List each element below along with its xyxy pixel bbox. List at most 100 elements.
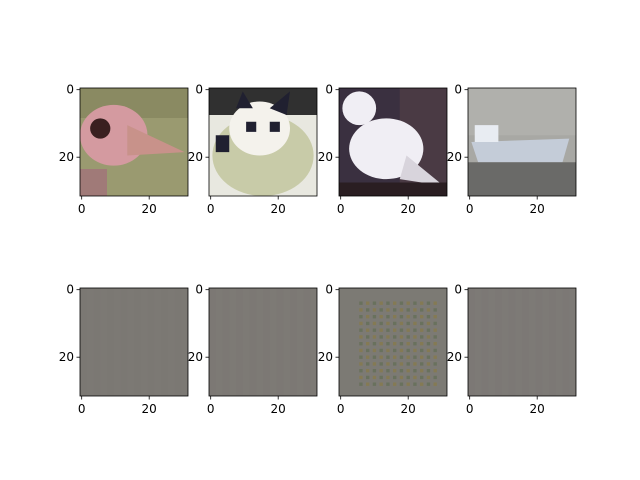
image-pixel [413, 321, 417, 326]
image-background [468, 288, 576, 396]
image-pixel [433, 348, 437, 353]
image-panel: 0 20 0 20 [188, 83, 318, 216]
x-tick-label: 0 [337, 202, 345, 216]
image-pixel [413, 355, 417, 359]
image-region [342, 91, 377, 126]
image-pixel [433, 328, 437, 332]
image-pixel [393, 342, 397, 346]
image-pixel [393, 301, 397, 305]
image-pixel [379, 328, 383, 332]
image-pixel [413, 342, 417, 346]
image-pixel [399, 382, 404, 386]
image-texture [535, 288, 543, 396]
image-pixel [413, 315, 417, 319]
image-pixel [433, 362, 437, 366]
image-pixel [426, 308, 431, 312]
image-pixel [433, 375, 437, 380]
image-pixel [399, 315, 404, 319]
image-pixel [386, 375, 390, 380]
image-pixel [372, 328, 377, 332]
image-pixel [379, 348, 383, 353]
image-texture [522, 288, 529, 396]
image-pixel [379, 335, 383, 339]
image-pixel [386, 382, 390, 386]
image-pixel [406, 342, 410, 346]
image-panel: 0 20 0 20 [318, 283, 448, 416]
image-region [236, 91, 253, 109]
image-region [399, 155, 444, 186]
x-tick-label: 0 [466, 202, 474, 216]
y-tick-label: 0 [325, 83, 333, 97]
image-pixel [393, 348, 397, 353]
image-pixel [359, 382, 363, 386]
image-texture [303, 288, 311, 396]
image-texture [147, 288, 155, 396]
image-region [246, 121, 257, 132]
image-pixel [420, 348, 424, 353]
image-pixel [413, 382, 417, 386]
image-pixel [426, 315, 431, 319]
y-tick-label: 20 [318, 150, 333, 164]
y-tick-label: 0 [454, 83, 462, 97]
image-gray-flat [468, 288, 576, 396]
x-tick-label: 20 [530, 402, 545, 416]
image-pixel [426, 321, 431, 326]
image-gray-flat [80, 288, 188, 396]
image-pixel [413, 348, 417, 353]
image-pixel [420, 308, 424, 312]
image-pixel [366, 348, 370, 353]
image-panel: 0 20 0 20 [188, 283, 318, 416]
image-pixel [372, 369, 377, 373]
image-pixel [426, 375, 431, 380]
y-tick-label: 20 [447, 350, 462, 364]
image-pixel [379, 308, 383, 312]
image-pixel [433, 355, 437, 359]
image-pixel [426, 348, 431, 353]
image-pixel [399, 375, 404, 380]
image-pixel [386, 369, 390, 373]
image-pixel [433, 342, 437, 346]
image-pixel [386, 348, 390, 353]
image-white-bird [339, 88, 447, 196]
image-pixel [393, 328, 397, 332]
image-pixel [413, 369, 417, 373]
image-pixel [359, 315, 363, 319]
image-pixel [413, 301, 417, 305]
image-pixel [433, 301, 437, 305]
image-pixel [420, 342, 424, 346]
image-region [127, 125, 185, 156]
image-pixel [420, 375, 424, 380]
image-pixel [359, 362, 363, 366]
image-pixel [420, 335, 424, 339]
image-region [269, 121, 280, 132]
image-pixel [359, 301, 363, 305]
image-pixel [426, 335, 431, 339]
y-tick-label: 0 [454, 283, 462, 297]
x-tick-label: 20 [401, 402, 416, 416]
image-pixel [399, 362, 404, 366]
image-pixel [393, 382, 397, 386]
x-tick-label: 20 [271, 202, 286, 216]
image-pixel [426, 301, 431, 305]
image-texture [161, 288, 168, 396]
y-tick-label: 0 [66, 283, 74, 297]
image-pixel [393, 375, 397, 380]
image-pixel [413, 308, 417, 312]
image-pixel [359, 355, 363, 359]
image-pixel [372, 342, 377, 346]
image-texture [222, 288, 230, 396]
image-pixel [372, 375, 377, 380]
image-pixel [359, 375, 363, 380]
image-pixel [359, 335, 363, 339]
image-texture [276, 288, 284, 396]
image-pixel [433, 315, 437, 319]
image-pixel [379, 342, 383, 346]
image-pixel [399, 335, 404, 339]
x-tick-label: 0 [466, 402, 474, 416]
image-cat-face [209, 88, 317, 196]
image-pixel [399, 328, 404, 332]
image-pixel [420, 382, 424, 386]
image-panel: 0 20 0 20 [318, 83, 448, 216]
image-pixel [420, 321, 424, 326]
image-pixel [433, 382, 437, 386]
